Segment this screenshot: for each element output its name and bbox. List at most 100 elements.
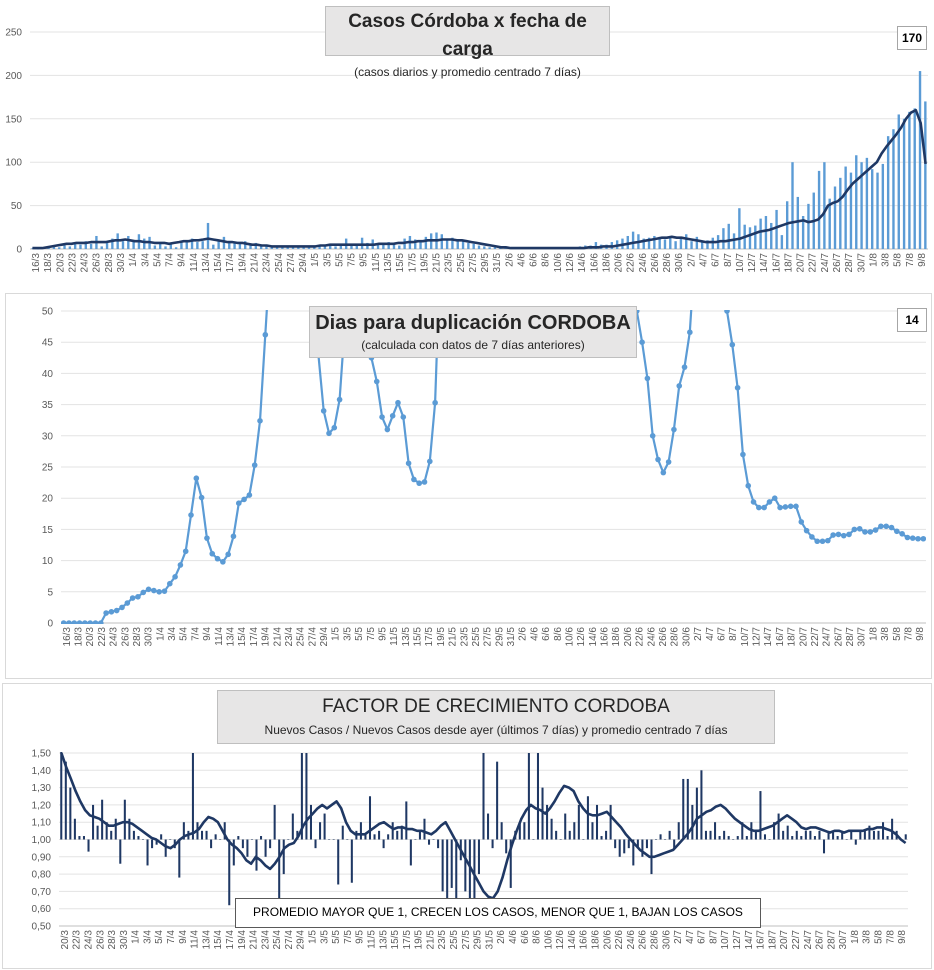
- data-bar: [392, 243, 396, 249]
- x-tick-label: 18/3: [74, 627, 85, 647]
- data-bar: [674, 241, 677, 249]
- x-tick-label: 5/8: [874, 930, 885, 944]
- data-bar: [775, 209, 778, 249]
- data-bar: [164, 839, 167, 857]
- data-bar: [455, 839, 458, 918]
- data-bar: [892, 129, 895, 249]
- x-tick-label: 16/3: [31, 253, 42, 273]
- data-point: [166, 580, 173, 587]
- data-bar: [483, 246, 486, 249]
- data-bar: [398, 245, 401, 249]
- x-tick-label: 12/7: [747, 253, 758, 273]
- x-tick-label: 16/6: [600, 627, 611, 647]
- data-bar: [368, 796, 372, 840]
- data-bar: [682, 778, 685, 840]
- x-tick-label: 10/6: [543, 930, 554, 950]
- data-bar: [770, 222, 773, 249]
- data-point: [172, 574, 178, 580]
- x-tick-label: 1/8: [868, 627, 879, 641]
- x-tick-label: 9/4: [177, 253, 188, 267]
- chart-factor-title-box: FACTOR DE CRECIMIENTO CORDOBA Nuevos Cas…: [217, 690, 775, 744]
- chart-factor-svg: 0,50 0,60 0,70 0,80 0,90 1,00 1,10 1,20 1,30 1,40…: [32, 749, 909, 950]
- x-tick-label: 3/5: [342, 627, 353, 641]
- data-bar: [414, 239, 417, 249]
- x-tick-label: 6/6: [520, 930, 531, 944]
- data-bar: [709, 830, 712, 840]
- chart-duplicacion-svg: 0 5 10 15 20 25 30 35 40 45 50 16/3 18/3 20/3 22/3 24/3…: [42, 307, 926, 647]
- data-bar: [855, 155, 858, 249]
- data-bar: [382, 244, 385, 249]
- data-bar: [323, 813, 326, 840]
- data-bar: [472, 243, 475, 249]
- data-point: [214, 555, 221, 562]
- data-bar: [487, 813, 490, 840]
- data-bar: [727, 223, 730, 249]
- data-bar: [246, 839, 249, 857]
- data-point: [421, 479, 428, 485]
- plot-area: [31, 71, 927, 250]
- x-tick-label: 30/3: [144, 627, 155, 647]
- chart-panel-casos: 0 50 100 150 200 250 16/3 18/3 20/3 22/3 24/3 26/3 2…: [0, 0, 934, 290]
- y-tick-label: 35: [42, 400, 54, 411]
- data-bar: [233, 242, 236, 249]
- x-tick-label: 2/7: [686, 253, 697, 267]
- x-tick-label: 19/4: [261, 627, 272, 647]
- y-tick-label: 10: [42, 556, 54, 567]
- data-bar: [488, 247, 491, 249]
- data-bar: [664, 839, 667, 840]
- x-tick-label: 23/5: [459, 627, 470, 647]
- data-bar: [155, 839, 158, 845]
- data-bar: [839, 177, 842, 249]
- y-tick-label: 1,30: [32, 783, 52, 794]
- data-bar: [691, 804, 694, 840]
- data-point: [427, 458, 433, 465]
- x-tick-label: 4/6: [516, 253, 527, 267]
- data-bar: [182, 822, 185, 840]
- x-tick-label: 22/6: [635, 627, 646, 647]
- data-bar: [586, 796, 589, 840]
- data-bar: [387, 242, 390, 249]
- x-tick-label: 29/4: [298, 253, 309, 273]
- data-bar: [445, 238, 449, 249]
- x-tick-label: 3/8: [881, 253, 892, 267]
- data-bar: [418, 830, 421, 840]
- data-bar: [669, 237, 672, 249]
- y-tick-label: 1,00: [32, 835, 52, 846]
- data-bar: [863, 830, 866, 840]
- x-tick-label: 30/7: [857, 627, 868, 647]
- data-point: [851, 526, 858, 533]
- chart-duplicacion-subtitle: (calculada con datos de 7 días anteriore…: [361, 338, 585, 352]
- data-bar: [217, 239, 220, 249]
- data-bar: [219, 839, 222, 840]
- x-tick-label: 10/6: [564, 627, 575, 647]
- data-bar: [364, 834, 367, 840]
- data-bar: [791, 836, 794, 840]
- data-point: [140, 589, 147, 596]
- data-point: [867, 529, 874, 535]
- data-point: [649, 433, 656, 439]
- data-bar: [738, 208, 741, 249]
- data-bar: [323, 246, 327, 249]
- data-bar: [201, 241, 204, 249]
- data-bar: [868, 825, 871, 840]
- x-tick-label: 27/5: [461, 930, 472, 950]
- x-tick-label: 31/5: [492, 253, 503, 273]
- data-bar: [387, 834, 390, 840]
- data-bar: [882, 822, 885, 840]
- x-tick-label: 14/6: [577, 253, 588, 273]
- x-tick-label: 22/6: [614, 930, 625, 950]
- x-tick-label: 17/5: [424, 627, 435, 647]
- data-bar: [405, 801, 408, 840]
- x-tick-label: 30/6: [661, 930, 672, 950]
- data-point: [230, 533, 237, 540]
- x-tick-label: 28/3: [107, 930, 118, 950]
- x-tick-label: 9/4: [202, 627, 213, 641]
- data-bar: [827, 830, 830, 840]
- x-tick-label: 12/6: [555, 930, 566, 950]
- x-tick-label: 8/6: [532, 930, 543, 944]
- x-tick-label: 24/6: [646, 627, 657, 647]
- data-point: [835, 531, 842, 538]
- x-tick-label: 24/7: [820, 253, 831, 273]
- data-bar: [546, 804, 549, 840]
- x-tick-label: 3/4: [142, 930, 153, 944]
